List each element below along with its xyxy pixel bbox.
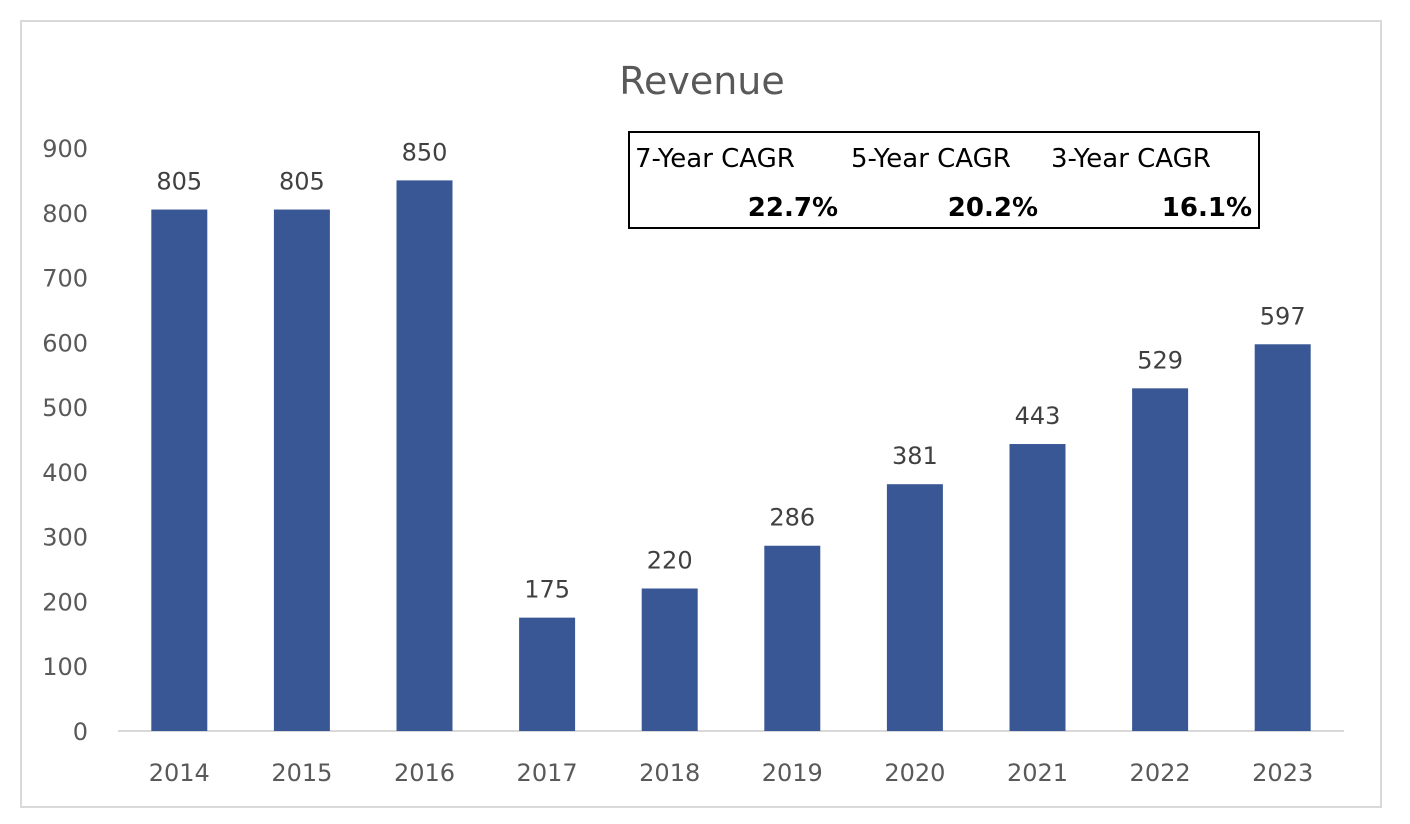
x-axis-tick-labels: 2014 2015 2016 2017 2018 2019 2020 2021 2022 2023: [149, 759, 1313, 787]
y-tick-label: 0: [73, 718, 88, 746]
x-tick-label-2021: 2021: [1007, 759, 1068, 787]
y-tick-label: 600: [42, 329, 88, 357]
y-tick-label: 100: [42, 653, 88, 681]
y-tick-label: 500: [42, 394, 88, 422]
y-axis-tick-labels: 0 100 200 300 400 500 600 700 800 900: [42, 135, 88, 746]
x-tick-label-2016: 2016: [394, 759, 455, 787]
cagr-table: 7-Year CAGR 5-Year CAGR 3-Year CAGR 22.7…: [628, 131, 1260, 229]
data-label-2017: 175: [524, 576, 570, 604]
bar-2023: [1254, 344, 1311, 731]
cagr-value-5-year: 20.2%: [948, 193, 1038, 223]
bar-series: [151, 180, 1311, 732]
y-tick-label: 900: [42, 135, 88, 163]
bar-2021: [1009, 444, 1066, 731]
data-label-2020: 381: [892, 442, 938, 470]
data-labels: 805 805 850 175 220 286 381 443 529 597: [156, 138, 1305, 603]
bar-2022: [1132, 388, 1189, 731]
x-tick-label-2014: 2014: [149, 759, 210, 787]
bar-2017: [519, 617, 576, 731]
revenue-chart: Revenue 0 100 200 300 400 500 600 700 800 900 805…: [42, 59, 1344, 787]
cagr-value-3-year: 16.1%: [1162, 193, 1252, 223]
data-label-2023: 597: [1260, 302, 1306, 330]
x-tick-label-2023: 2023: [1252, 759, 1313, 787]
cagr-value-7-year: 22.7%: [748, 193, 838, 223]
bar-2014: [151, 209, 208, 732]
y-tick-label: 200: [42, 588, 88, 616]
y-tick-label: 400: [42, 459, 88, 487]
data-label-2022: 529: [1137, 346, 1183, 374]
x-tick-label-2015: 2015: [271, 759, 332, 787]
bar-2018: [641, 588, 698, 731]
cagr-header-3-year: 3-Year CAGR: [1051, 144, 1211, 174]
data-label-2014: 805: [156, 168, 202, 196]
data-label-2015: 805: [279, 168, 325, 196]
y-tick-label: 700: [42, 265, 88, 293]
bar-2020: [886, 484, 943, 731]
bar-2015: [273, 209, 330, 732]
x-tick-label-2018: 2018: [639, 759, 700, 787]
bar-2019: [764, 545, 821, 731]
chart-frame: Revenue 0 100 200 300 400 500 600 700 800 900 805…: [20, 20, 1382, 808]
x-tick-label-2019: 2019: [762, 759, 823, 787]
data-label-2019: 286: [769, 504, 815, 532]
y-tick-label: 800: [42, 200, 88, 228]
cagr-table-border: [628, 131, 1260, 229]
data-label-2021: 443: [1015, 402, 1061, 430]
y-tick-label: 300: [42, 524, 88, 552]
cagr-header-7-year: 7-Year CAGR: [635, 144, 795, 174]
chart-title: Revenue: [619, 59, 785, 103]
x-tick-label-2022: 2022: [1130, 759, 1191, 787]
x-tick-label-2017: 2017: [517, 759, 578, 787]
bar-2016: [396, 180, 453, 731]
data-label-2018: 220: [647, 546, 693, 574]
x-tick-label-2020: 2020: [884, 759, 945, 787]
cagr-header-5-year: 5-Year CAGR: [851, 144, 1011, 174]
data-label-2016: 850: [402, 138, 448, 166]
